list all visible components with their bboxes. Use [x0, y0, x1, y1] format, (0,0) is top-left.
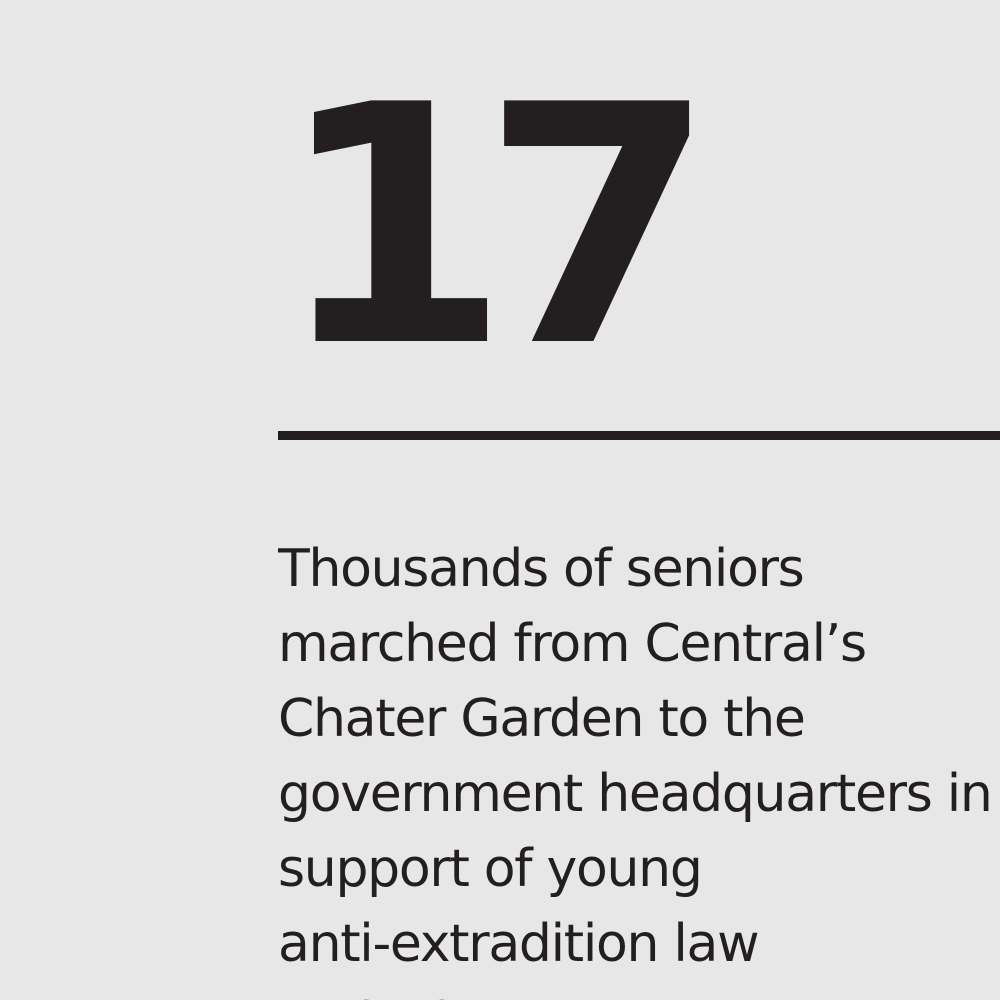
body-line: Chater Garden to the [278, 689, 806, 749]
body-line: support of young [278, 839, 703, 899]
big-number: 17 [276, 35, 716, 419]
divider-rule [278, 431, 1000, 440]
body-line: government headquarters in [278, 764, 993, 824]
body-text: Thousands of seniors marched from Centra… [278, 532, 1000, 1000]
body-line: protesters. [278, 982, 1000, 1000]
body-line: anti-extradition law [278, 914, 760, 974]
body-line: Thousands of seniors [278, 539, 805, 599]
body-line: marched from Central’s [278, 614, 867, 674]
